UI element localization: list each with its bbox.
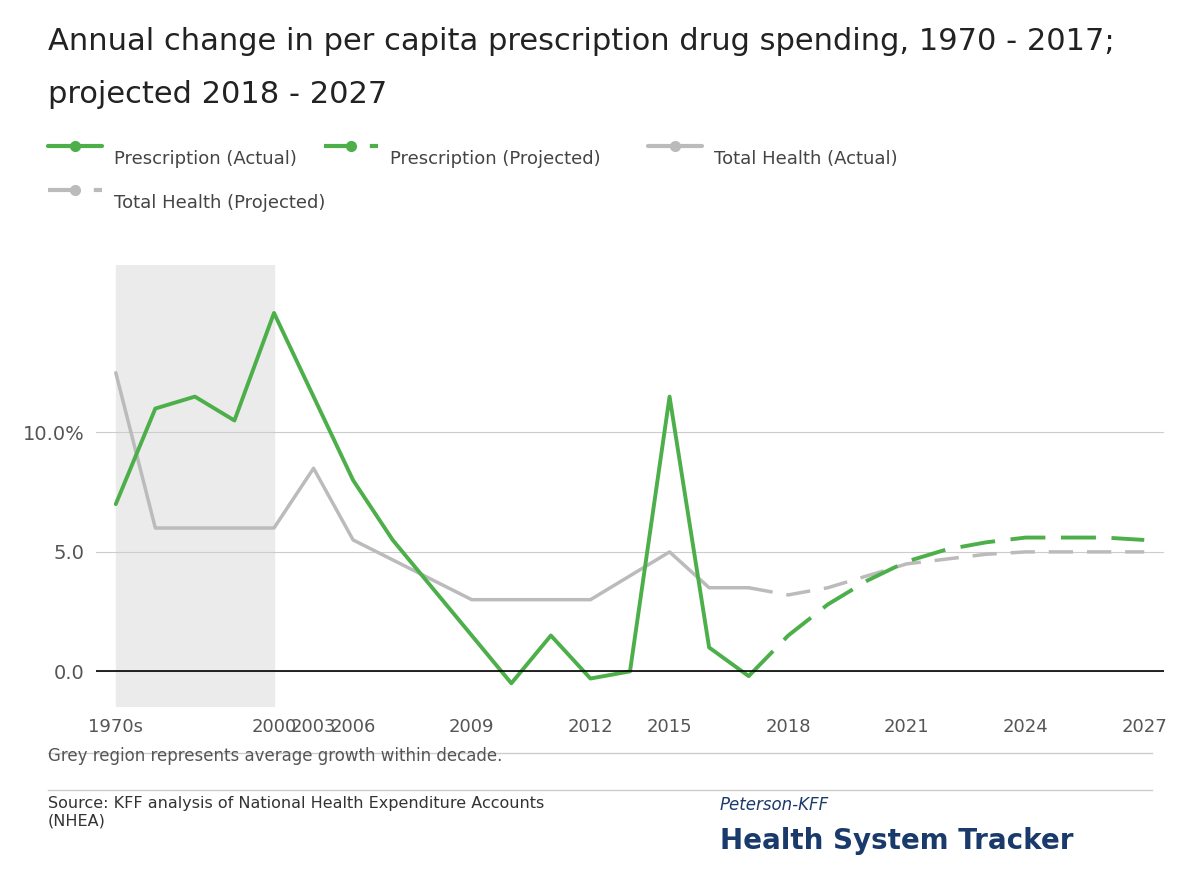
Text: Annual change in per capita prescription drug spending, 1970 - 2017;: Annual change in per capita prescription… bbox=[48, 27, 1115, 56]
Text: projected 2018 - 2027: projected 2018 - 2027 bbox=[48, 80, 388, 109]
Text: Peterson-KFF: Peterson-KFF bbox=[720, 796, 829, 813]
Text: Health System Tracker: Health System Tracker bbox=[720, 827, 1074, 855]
Text: Prescription (Actual): Prescription (Actual) bbox=[114, 150, 296, 168]
Text: Grey region represents average growth within decade.: Grey region represents average growth wi… bbox=[48, 747, 503, 765]
Text: Total Health (Actual): Total Health (Actual) bbox=[714, 150, 898, 168]
Text: Total Health (Projected): Total Health (Projected) bbox=[114, 194, 325, 212]
Bar bbox=[115, 265, 274, 707]
Text: Source: KFF analysis of National Health Expenditure Accounts
(NHEA): Source: KFF analysis of National Health … bbox=[48, 796, 545, 828]
Text: Prescription (Projected): Prescription (Projected) bbox=[390, 150, 601, 168]
